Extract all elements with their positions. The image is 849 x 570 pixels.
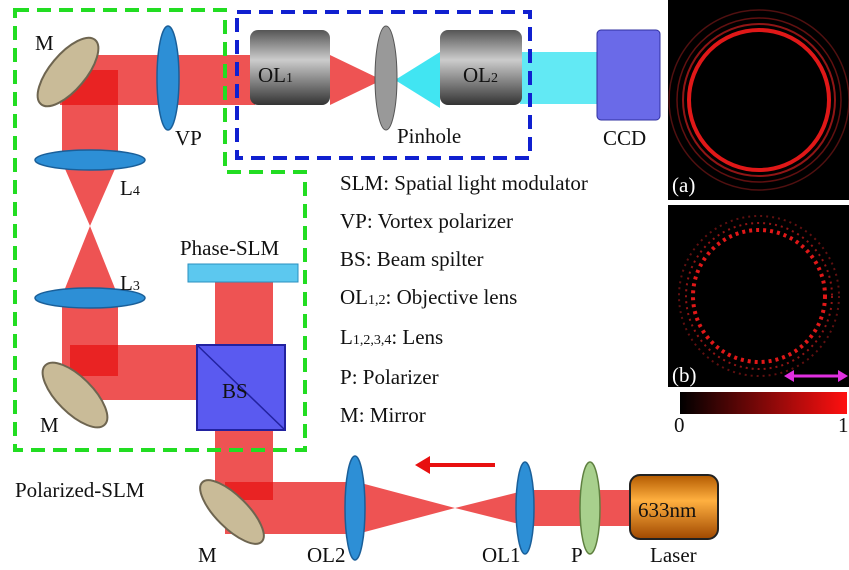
laser-label: Laser xyxy=(650,543,697,567)
bs-label: BS xyxy=(222,379,248,403)
colorbar-max: 1 xyxy=(838,413,849,437)
svg-text:OL1,2: Objective lens: OL1,2: Objective lens xyxy=(340,285,517,309)
result-panels xyxy=(668,0,849,414)
label-part: : Beam spilter xyxy=(366,247,484,271)
panel-label: (a) xyxy=(672,173,695,197)
label-part: OL xyxy=(258,63,286,87)
setup-diagram: M VP OL1 OL2 Pinhole CCD L4 L3 Phase-SLM… xyxy=(0,0,849,570)
label-part: 2 xyxy=(491,71,498,86)
mirror-label: M xyxy=(40,413,59,437)
wavelength-label: 633nm xyxy=(638,498,696,522)
svg-text:P: Polarizer: P: Polarizer xyxy=(340,365,439,389)
polarized-slm-label: Polarized-SLM xyxy=(15,478,145,502)
label-part: M xyxy=(340,403,359,427)
svg-text:BS: Beam spilter: BS: Beam spilter xyxy=(340,247,484,271)
svg-text:VP: Vortex polarizer: VP: Vortex polarizer xyxy=(340,209,513,233)
label-part: 1,2 xyxy=(368,293,386,308)
svg-text:M: Mirror: M: Mirror xyxy=(340,403,426,427)
l4-label: L4 xyxy=(120,176,140,200)
label-part: BS xyxy=(340,247,366,271)
mirror-label: M xyxy=(35,31,54,55)
label-part: L xyxy=(120,271,133,295)
vp-label: VP xyxy=(175,126,202,150)
p-label: P xyxy=(571,543,583,567)
legend: SLM: Spatial light modulator VP: Vortex … xyxy=(340,171,588,427)
pinhole-label: Pinhole xyxy=(397,124,461,148)
colorbar-min: 0 xyxy=(674,413,685,437)
mirror-label: M xyxy=(198,543,217,567)
label-part: L xyxy=(340,325,353,349)
label-part: 4 xyxy=(133,184,140,199)
phase-slm-label: Phase-SLM xyxy=(180,236,279,260)
panel-label: (b) xyxy=(672,363,697,387)
label-part: 3 xyxy=(133,279,140,294)
label-part: : Spatial light modulator xyxy=(383,171,588,195)
label-part: : Lens xyxy=(391,325,443,349)
label-part: : Objective lens xyxy=(386,285,518,309)
label-part: : Polarizer xyxy=(352,365,439,389)
l3-label: L3 xyxy=(120,271,140,295)
svg-text:L1,2,3,4: Lens: L1,2,3,4: Lens xyxy=(340,325,443,349)
label-part: VP xyxy=(340,209,367,233)
label-part: 1,2,3,4 xyxy=(353,333,392,348)
label-part: 1 xyxy=(286,71,293,86)
label-part: P xyxy=(340,365,352,389)
label-part: : Mirror xyxy=(359,403,426,427)
label-part: OL xyxy=(340,285,368,309)
label-part: L xyxy=(120,176,133,200)
label-part: SLM xyxy=(340,171,384,195)
svg-text:SLM: Spatial light modulator: SLM: Spatial light modulator xyxy=(340,171,588,195)
ol2-label: OL2 xyxy=(307,543,346,567)
ol1-label: OL1 xyxy=(482,543,521,567)
label-part: : Vortex polarizer xyxy=(367,209,513,233)
label-part: OL xyxy=(463,63,491,87)
ccd-label: CCD xyxy=(603,126,646,150)
